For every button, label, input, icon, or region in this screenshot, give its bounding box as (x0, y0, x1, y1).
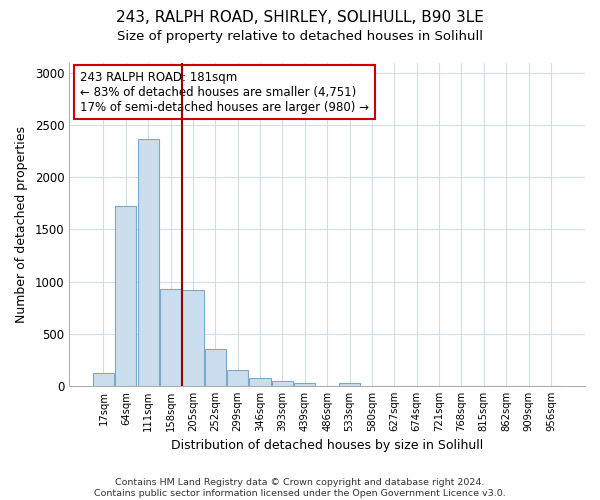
Text: 243 RALPH ROAD: 181sqm
← 83% of detached houses are smaller (4,751)
17% of semi-: 243 RALPH ROAD: 181sqm ← 83% of detached… (80, 70, 369, 114)
Bar (227, 370, 248, 386)
Bar (93, 374, 114, 386)
Bar (137, 138, 159, 386)
Bar (182, 290, 203, 386)
Text: Size of property relative to detached houses in Solihull: Size of property relative to detached ho… (117, 30, 483, 43)
Y-axis label: Number of detached properties: Number of detached properties (15, 126, 28, 322)
Text: 243, RALPH ROAD, SHIRLEY, SOLIHULL, B90 3LE: 243, RALPH ROAD, SHIRLEY, SOLIHULL, B90 … (116, 10, 484, 25)
Bar (272, 380, 293, 386)
Bar (205, 350, 226, 386)
Bar (250, 378, 271, 386)
Text: Contains HM Land Registry data © Crown copyright and database right 2024.
Contai: Contains HM Land Registry data © Crown c… (94, 478, 506, 498)
Bar (339, 383, 360, 386)
X-axis label: Distribution of detached houses by size in Solihull: Distribution of detached houses by size … (171, 440, 484, 452)
Bar (294, 383, 316, 386)
Bar (115, 206, 136, 386)
Bar (160, 289, 181, 386)
